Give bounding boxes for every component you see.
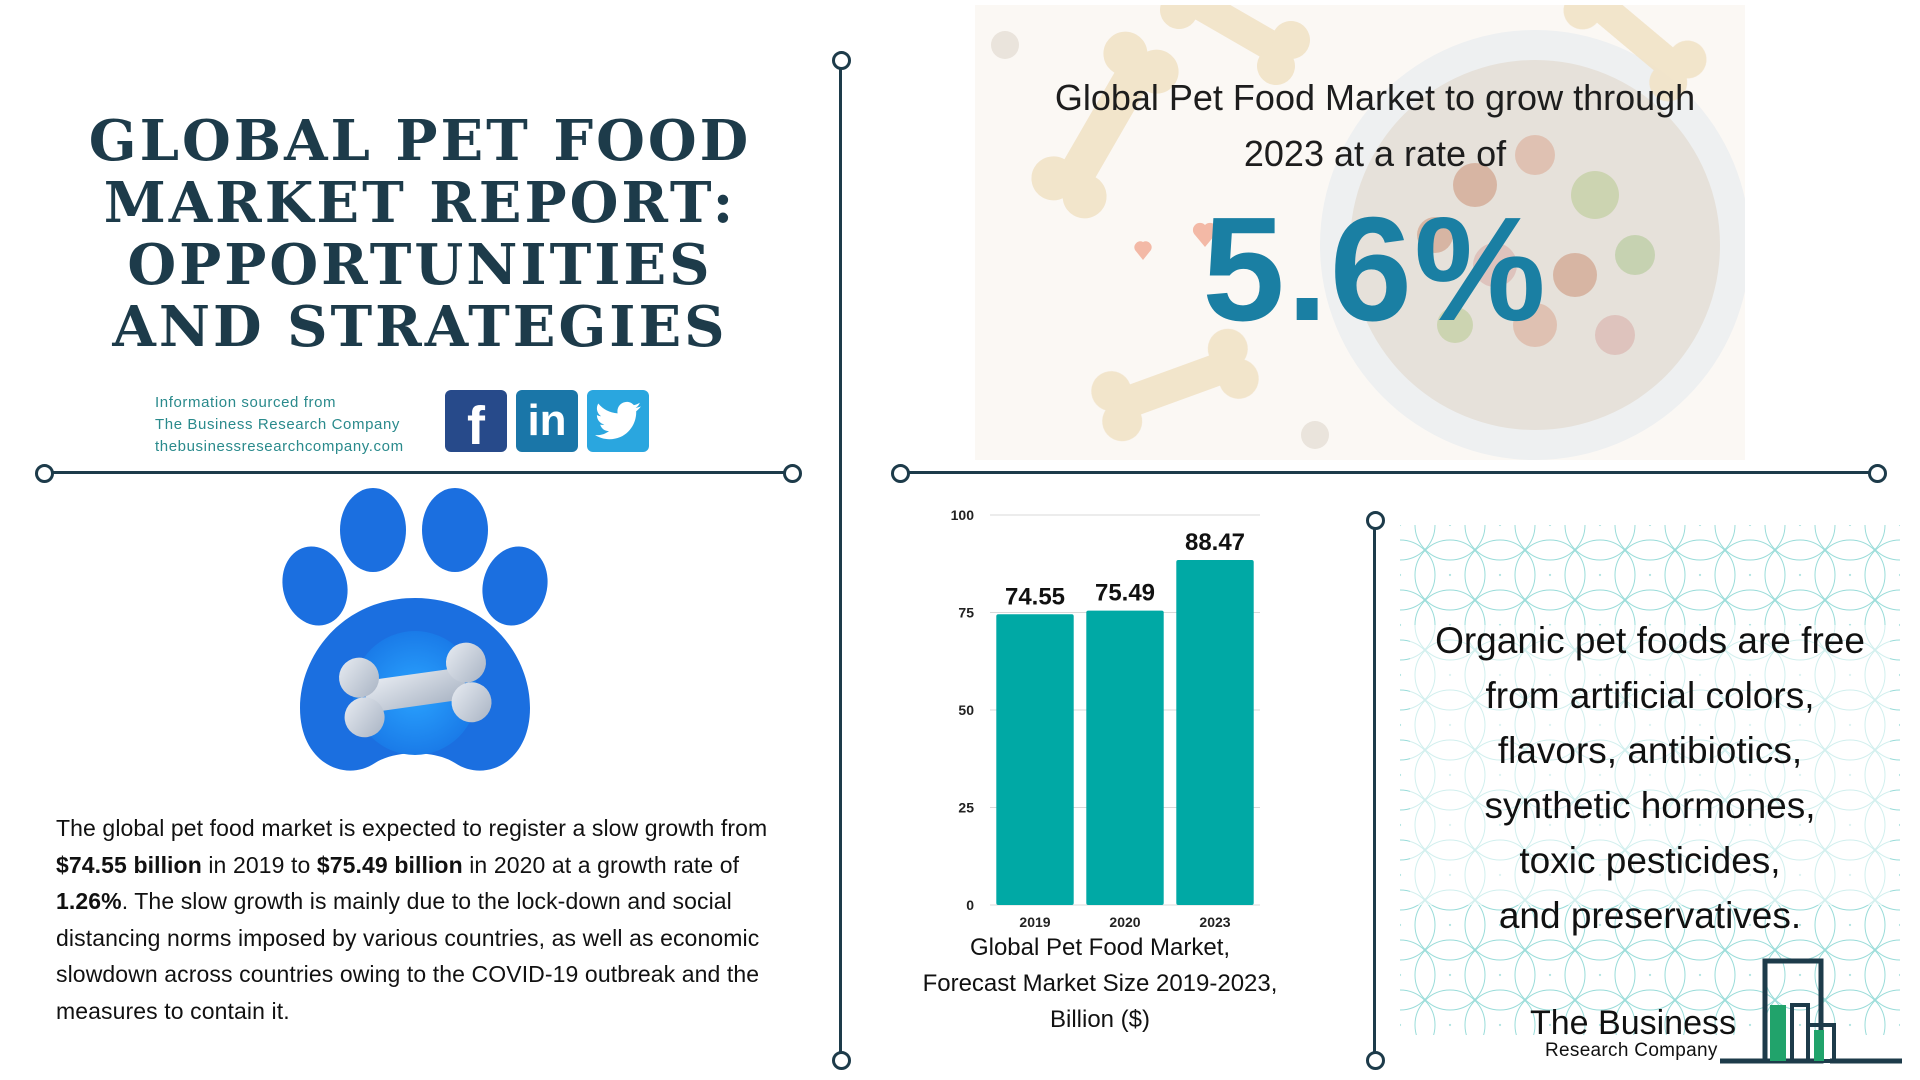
title-line-2: MARKET REPORT: xyxy=(103,170,737,236)
summary-value-2019: $74.55 billion xyxy=(56,851,202,878)
bar-2023 xyxy=(1176,559,1254,905)
hero-line-2: 2023 at a rate of xyxy=(1243,133,1507,174)
summary-value-2020: $75.49 billion xyxy=(316,851,463,878)
brand-name: The Business xyxy=(1530,1004,1736,1042)
geometric-pattern-background xyxy=(1400,525,1900,1035)
divider-dot-right-a xyxy=(891,464,910,483)
divider-dot-right-b xyxy=(1868,464,1887,483)
facebook-icon[interactable]: f xyxy=(445,390,507,456)
linkedin-icon[interactable]: in xyxy=(516,390,578,452)
market-size-bar-chart: 0 25 50 75 100 74.55 2019 75.49 2020 88.47 2023 xyxy=(951,507,1260,930)
source-line-1: Information sourced from xyxy=(155,394,337,411)
growth-rate-value: 5.6% xyxy=(1202,187,1548,352)
paw-bone-icon xyxy=(282,488,548,771)
organic-line-3: flavors, antibiotics, xyxy=(1497,730,1803,771)
hero-headline: Global Pet Food Market to grow through 2… xyxy=(975,70,1775,182)
organic-line-6: and preservatives. xyxy=(1498,895,1802,936)
source-line-2: The Business Research Company xyxy=(155,416,401,433)
chart-caption-line-1: Global Pet Food Market, xyxy=(969,934,1231,961)
y-tick-label: 75 xyxy=(958,605,974,621)
chart-caption: Global Pet Food Market, Forecast Market … xyxy=(900,930,1300,1038)
y-tick-label: 25 xyxy=(958,800,974,816)
title-line-4: AND STRATEGIES xyxy=(112,294,728,360)
organic-line-5: toxic pesticides, xyxy=(1519,840,1781,881)
chart-caption-line-2: Forecast Market Size 2019-2023, xyxy=(922,970,1278,997)
x-tick-label: 2019 xyxy=(1019,914,1050,930)
summary-text-4: . The slow growth is mainly due to the l… xyxy=(56,888,760,1024)
twitter-icon[interactable] xyxy=(587,390,649,452)
summary-text-3: in 2020 at a growth rate of xyxy=(462,851,740,878)
hero-line-1: Global Pet Food Market to grow through xyxy=(1054,77,1696,118)
y-tick-label: 0 xyxy=(966,897,974,913)
horizontal-divider-left xyxy=(42,471,792,474)
pattern-illustration xyxy=(1400,525,1900,1035)
linkedin-glyph: in xyxy=(527,396,567,445)
vertical-divider-center xyxy=(839,60,842,1060)
title-line-3: OPPORTUNITIES xyxy=(127,232,713,298)
twitter-bird-icon xyxy=(595,401,641,440)
bar-value-label: 88.47 xyxy=(1185,529,1245,556)
facebook-glyph: f xyxy=(467,396,485,456)
y-tick-label: 100 xyxy=(951,507,975,523)
bar-value-label: 74.55 xyxy=(1005,583,1065,610)
organic-line-1: Organic pet foods are free xyxy=(1435,620,1865,661)
source-line-3[interactable]: thebusinessresearchcompany.com xyxy=(155,438,404,455)
brand-logo-buildings-icon xyxy=(1720,958,1902,1064)
bar-2019 xyxy=(996,614,1074,905)
report-title: GLOBAL PET FOOD MARKET REPORT: OPPORTUNI… xyxy=(60,110,780,358)
title-line-1: GLOBAL PET FOOD xyxy=(88,108,752,174)
organic-line-2: from artificial colors, xyxy=(1485,675,1815,716)
pet-food-background-image xyxy=(975,5,1745,460)
x-tick-label: 2023 xyxy=(1199,914,1230,930)
summary-growth-rate: 1.26% xyxy=(56,888,122,914)
chart-caption-line-3: Billion ($) xyxy=(1049,1006,1151,1033)
divider-dot-left-b xyxy=(783,464,802,483)
divider-dot-right-top xyxy=(1366,511,1385,530)
y-tick-label: 50 xyxy=(958,702,974,718)
summary-text-1: The global pet food market is expected t… xyxy=(56,815,768,841)
market-summary-paragraph: The global pet food market is expected t… xyxy=(56,810,816,1029)
divider-dot-bottom xyxy=(832,1051,851,1070)
divider-dot-right-bottom xyxy=(1366,1051,1385,1070)
divider-dot-left-a xyxy=(35,464,54,483)
source-attribution: Information sourced from The Business Re… xyxy=(155,392,404,458)
organic-fact: Organic pet foods are free from artifici… xyxy=(1400,613,1900,943)
pet-food-bowl-illustration xyxy=(991,5,1745,460)
horizontal-divider-right xyxy=(898,471,1878,474)
bar-value-label: 75.49 xyxy=(1095,580,1155,607)
brand-subtitle: Research Company xyxy=(1545,1040,1718,1061)
summary-text-2: in 2019 to xyxy=(201,851,317,878)
x-tick-label: 2020 xyxy=(1109,914,1140,930)
divider-dot-top xyxy=(832,51,851,70)
organic-line-4: synthetic hormones, xyxy=(1484,785,1816,826)
vertical-divider-right xyxy=(1373,520,1376,1060)
bar-2020 xyxy=(1086,610,1164,905)
